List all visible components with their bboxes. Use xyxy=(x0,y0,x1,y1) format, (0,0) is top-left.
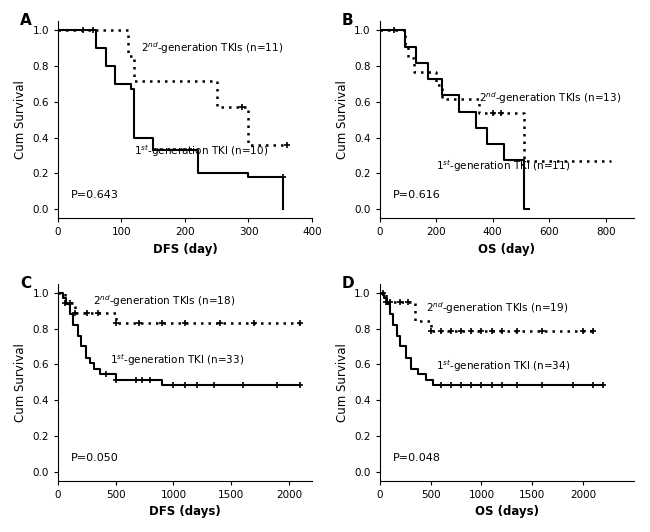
Text: 2$^{nd}$-generation TKIs (n=18): 2$^{nd}$-generation TKIs (n=18) xyxy=(92,294,235,309)
Text: 2$^{nd}$-generation TKIs (n=11): 2$^{nd}$-generation TKIs (n=11) xyxy=(140,40,283,56)
Text: C: C xyxy=(20,276,31,291)
Text: P=0.643: P=0.643 xyxy=(71,190,118,201)
Text: A: A xyxy=(20,13,32,29)
Y-axis label: Cum Survival: Cum Survival xyxy=(335,343,348,422)
Y-axis label: Cum Survival: Cum Survival xyxy=(335,80,348,159)
Text: 2$^{nd}$-generation TKIs (n=19): 2$^{nd}$-generation TKIs (n=19) xyxy=(426,301,567,317)
Y-axis label: Cum Survival: Cum Survival xyxy=(14,80,27,159)
Text: 1$^{st}$-generation TKI (n=34): 1$^{st}$-generation TKI (n=34) xyxy=(436,358,570,373)
Y-axis label: Cum Survival: Cum Survival xyxy=(14,343,27,422)
Text: P=0.616: P=0.616 xyxy=(393,190,440,201)
X-axis label: OS (days): OS (days) xyxy=(474,505,539,518)
X-axis label: DFS (days): DFS (days) xyxy=(149,505,221,518)
Text: B: B xyxy=(342,13,354,29)
Text: 1$^{st}$-generation TKI (n=11): 1$^{st}$-generation TKI (n=11) xyxy=(436,158,571,174)
X-axis label: OS (day): OS (day) xyxy=(478,243,536,255)
X-axis label: DFS (day): DFS (day) xyxy=(153,243,217,255)
Text: P=0.050: P=0.050 xyxy=(71,453,118,463)
Text: P=0.048: P=0.048 xyxy=(393,453,441,463)
Text: 1$^{st}$-generation TKI (n=33): 1$^{st}$-generation TKI (n=33) xyxy=(110,353,244,368)
Text: 2$^{nd}$-generation TKIs (n=13): 2$^{nd}$-generation TKIs (n=13) xyxy=(478,90,621,106)
Text: 1$^{st}$-generation TKI (n=10): 1$^{st}$-generation TKI (n=10) xyxy=(134,144,268,160)
Text: D: D xyxy=(342,276,354,291)
